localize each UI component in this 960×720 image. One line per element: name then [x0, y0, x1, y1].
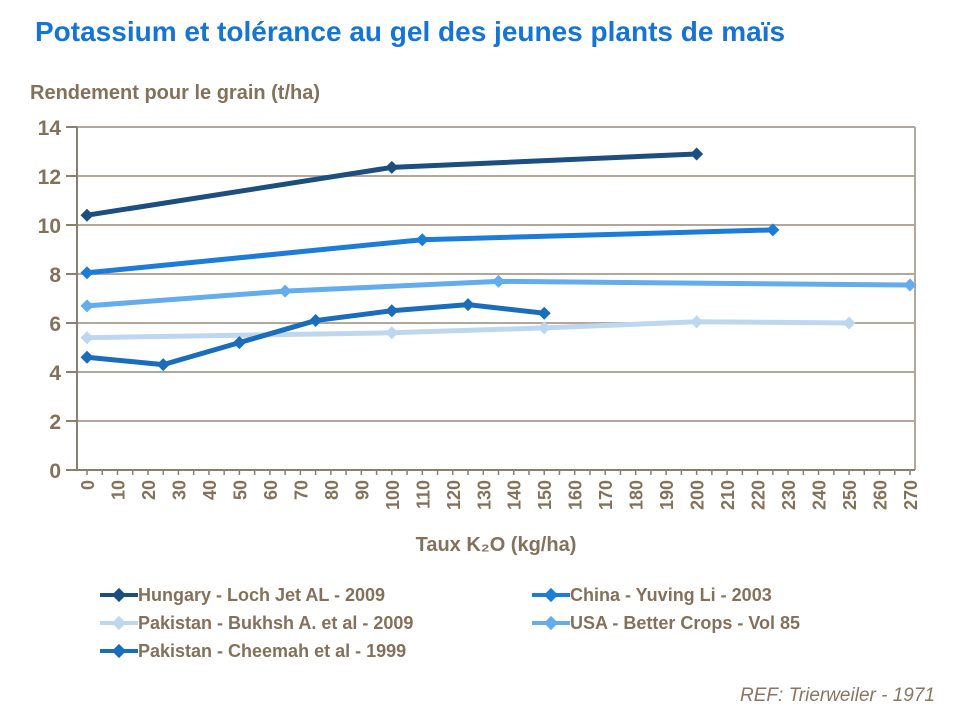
series-hungary-loch-jet-al-2009 — [80, 147, 704, 222]
series-pakistan-bukhsh-a-et-al-2009 — [80, 315, 856, 345]
x-tick-label: 120 — [444, 480, 464, 510]
data-point-diamond-icon — [232, 336, 246, 350]
legend-label: USA - Better Crops - Vol 85 — [570, 612, 801, 633]
data-point-diamond-icon — [415, 233, 429, 247]
data-point-diamond-icon — [690, 147, 704, 161]
y-tick-label: 10 — [38, 215, 61, 238]
data-point-diamond-icon — [80, 266, 94, 280]
x-tick-label: 10 — [108, 480, 128, 500]
x-tick-label: 90 — [352, 480, 372, 500]
y-tick-label: 14 — [38, 117, 62, 140]
series-usa-better-crops-vol-85 — [80, 274, 917, 313]
x-tick-label: 30 — [169, 480, 189, 500]
x-tick-label: 0 — [78, 480, 98, 490]
data-point-diamond-icon — [537, 306, 551, 320]
y-tick-label: 8 — [49, 264, 61, 287]
x-tick-label: 150 — [535, 480, 555, 510]
y-tick-label: 6 — [49, 313, 61, 336]
series-line — [84, 278, 913, 309]
chart-title: Potassium et tolérance au gel des jeunes… — [35, 16, 786, 47]
reference-note: REF: Trierweiler - 1971 — [740, 685, 935, 706]
legend-label: Pakistan - Cheemah et al - 1999 — [138, 640, 407, 661]
y-tick-label: 4 — [49, 362, 61, 385]
y-tick-label: 12 — [38, 166, 61, 189]
x-tick-label: 160 — [566, 480, 586, 510]
x-tick-label: 70 — [291, 480, 311, 500]
data-point-diamond-icon — [385, 326, 399, 340]
legend-line-diamond-icon — [532, 615, 570, 631]
legend-item-china-yuving-li-2003: China - Yuving Li - 2003 — [532, 583, 800, 607]
x-tick-label: 50 — [230, 480, 250, 500]
y-axis-title: Rendement pour le grain (t/ha) — [30, 82, 321, 104]
series-pakistan-cheemah-et-al-1999 — [80, 298, 551, 372]
legend-label: Pakistan - Bukhsh A. et al - 2009 — [138, 612, 414, 633]
data-point-diamond-icon — [156, 358, 170, 372]
data-point-diamond-icon — [842, 316, 856, 330]
x-tick-label: 110 — [413, 480, 433, 509]
x-tick-label: 190 — [657, 480, 677, 510]
data-point-diamond-icon — [385, 160, 399, 174]
x-tick-label: 210 — [718, 480, 738, 510]
legend: Hungary - Loch Jet AL - 2009 China - Yuvi… — [100, 583, 800, 663]
data-point-diamond-icon — [690, 315, 704, 329]
x-tick-label: 260 — [871, 480, 891, 510]
x-tick-label: 200 — [688, 480, 708, 510]
data-point-diamond-icon — [766, 223, 780, 237]
x-axis-title: Taux K₂O (kg/ha) — [415, 534, 577, 556]
x-tick-label: 20 — [139, 480, 159, 500]
data-point-diamond-icon — [80, 299, 94, 313]
x-tick-label: 230 — [779, 480, 799, 510]
x-tick-label: 180 — [627, 480, 647, 510]
y-tick-label: 2 — [49, 411, 61, 434]
legend-line-diamond-icon — [100, 643, 138, 659]
data-point-diamond-icon — [492, 274, 505, 288]
x-tick-label: 100 — [383, 480, 403, 510]
legend-label: China - Yuving Li - 2003 — [570, 584, 772, 605]
data-point-diamond-icon — [278, 284, 292, 298]
series-china-yuving-li-2003 — [80, 223, 780, 280]
legend-item-usa-better-crops-vol-85: USA - Better Crops - Vol 85 — [532, 611, 800, 635]
series-line — [84, 319, 852, 341]
x-tick-label: 130 — [474, 480, 494, 510]
legend-line-diamond-icon — [532, 587, 570, 603]
data-point-diamond-icon — [80, 208, 94, 222]
y-tick-label: 0 — [49, 460, 61, 483]
series-line — [84, 227, 776, 276]
legend-item-hungary-loch-jet-al-2009: Hungary - Loch Jet AL - 2009 — [100, 583, 532, 607]
legend-label: Hungary - Loch Jet AL - 2009 — [138, 584, 386, 605]
x-tick-label: 140 — [505, 480, 525, 510]
x-tick-label: 80 — [322, 480, 342, 500]
data-point-diamond-icon — [309, 314, 323, 328]
x-tick-label: 40 — [200, 480, 220, 500]
legend-item-pakistan-cheemah-et-al-1999: Pakistan - Cheemah et al - 1999 — [100, 639, 532, 663]
data-point-diamond-icon — [80, 350, 94, 364]
data-point-diamond-icon — [537, 321, 551, 335]
legend-line-diamond-icon — [100, 587, 138, 603]
x-tick-label: 250 — [840, 480, 860, 510]
legend-item-pakistan-bukhsh-a-et-al-2009: Pakistan - Bukhsh A. et al - 2009 — [100, 611, 532, 635]
data-point-diamond-icon — [461, 298, 475, 312]
data-point-diamond-icon — [903, 278, 917, 292]
x-tick-label: 170 — [596, 480, 616, 510]
data-point-diamond-icon — [385, 304, 399, 318]
legend-line-diamond-icon — [100, 615, 138, 631]
x-tick-label: 270 — [901, 480, 921, 510]
x-tick-label: 60 — [261, 480, 281, 500]
data-point-diamond-icon — [80, 331, 94, 345]
x-tick-label: 220 — [749, 480, 769, 510]
x-tick-label: 240 — [810, 480, 830, 510]
